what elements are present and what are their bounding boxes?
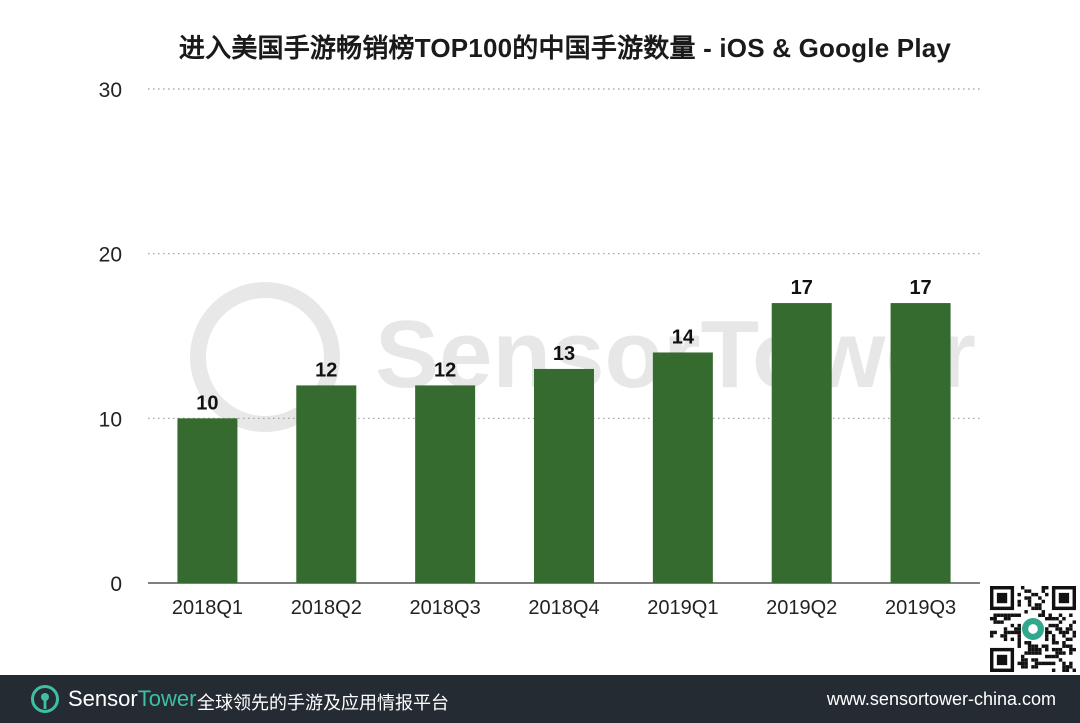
bar xyxy=(177,418,238,583)
bar-value-label: 17 xyxy=(791,277,813,299)
bar-value-label: 13 xyxy=(553,343,575,365)
bar xyxy=(296,385,357,583)
footer-brand-tower: Tower xyxy=(137,686,197,711)
qr-code-icon xyxy=(990,586,1076,672)
y-tick-label: 30 xyxy=(99,79,122,102)
x-tick-label: 2018Q2 xyxy=(291,597,362,619)
footer: SensorTower 全球领先的手游及应用情报平台 www.sensortow… xyxy=(0,675,1080,723)
footer-brand: SensorTower xyxy=(68,686,196,712)
bar-value-label: 12 xyxy=(434,359,456,381)
footer-brand-sensor: Sensor xyxy=(68,686,138,711)
y-tick-label: 0 xyxy=(110,573,122,596)
x-tick-label: 2018Q4 xyxy=(528,597,599,619)
x-tick-label: 2018Q3 xyxy=(410,597,481,619)
y-tick-label: 20 xyxy=(99,244,122,267)
footer-slogan: 全球领先的手游及应用情报平台 xyxy=(197,693,449,714)
labels: 0 10 20 30 10 2018Q1 12 2018Q2 12 2018Q3 13 2018Q4 1… xyxy=(99,79,957,619)
y-tick-label: 10 xyxy=(99,408,122,431)
chart-title: 进入美国手游畅销榜TOP100的中国手游数量 - iOS & Google Pl… xyxy=(178,33,952,63)
bar xyxy=(415,385,476,583)
bar-value-label: 17 xyxy=(909,277,931,299)
x-tick-label: 2018Q1 xyxy=(172,597,243,619)
bar xyxy=(890,303,951,583)
x-tick-label: 2019Q2 xyxy=(766,597,837,619)
sensortower-logo-icon xyxy=(31,685,59,713)
footer-url[interactable]: www.sensortower-china.com xyxy=(826,689,1056,709)
bar-value-label: 14 xyxy=(672,326,695,348)
x-tick-label: 2019Q3 xyxy=(885,597,956,619)
bar xyxy=(534,368,594,583)
bar-chart: 0 10 20 30 10 2018Q1 12 2018Q2 12 2018Q3 13 2018Q4 1… xyxy=(99,79,980,619)
bar-value-label: 12 xyxy=(315,359,337,381)
bar xyxy=(652,352,713,583)
bar-value-label: 10 xyxy=(196,392,218,414)
bars xyxy=(177,303,951,583)
x-tick-label: 2019Q1 xyxy=(647,597,718,619)
bar xyxy=(771,303,832,583)
